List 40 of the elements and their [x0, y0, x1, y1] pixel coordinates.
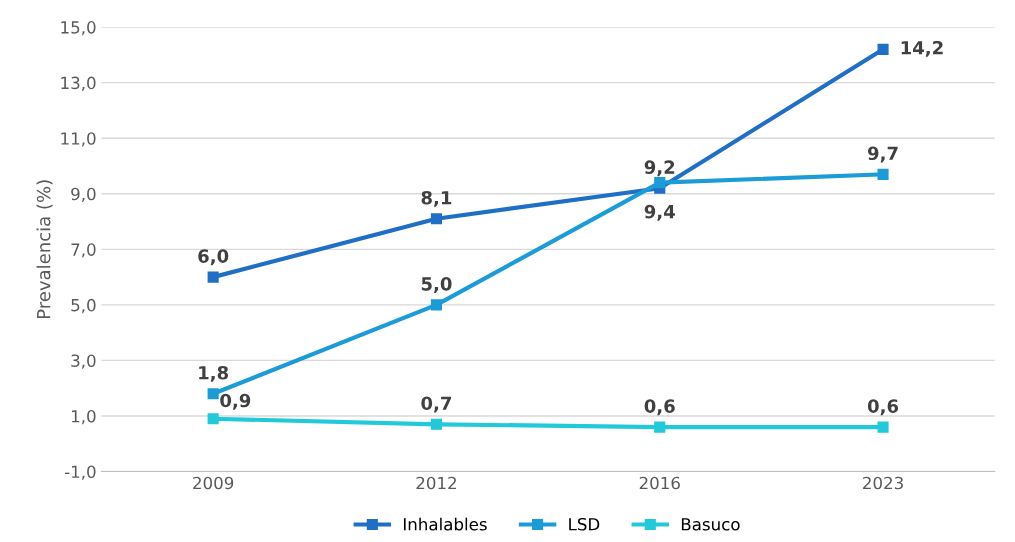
point	[877, 168, 889, 180]
data-label: 9,7	[867, 146, 898, 163]
x-tick-label: 2012	[416, 476, 456, 490]
data-label: 0,7	[421, 396, 452, 413]
data-label: 0,9	[220, 393, 251, 410]
x-tick-label: 2016	[639, 476, 680, 490]
y-tick-label: 15,0	[61, 21, 96, 36]
legend-label: Inhalables	[403, 517, 487, 531]
y-tick-label: 3,0	[71, 354, 96, 369]
point	[654, 177, 666, 189]
point	[877, 43, 889, 55]
x-tick-label: 2023	[863, 476, 903, 490]
point	[207, 413, 219, 425]
point	[430, 213, 443, 225]
data-label: 9,2	[644, 160, 675, 177]
data-label: 0,6	[644, 399, 675, 416]
data-label: 8,1	[421, 190, 452, 207]
y-axis-title: Prevalencia (%)	[36, 180, 53, 319]
y-tick-label: 13,0	[61, 76, 96, 91]
point	[654, 421, 666, 433]
point	[207, 271, 219, 283]
y-tick-label: 9,0	[71, 187, 96, 203]
data-label: 6,0	[198, 249, 229, 266]
point	[877, 421, 889, 433]
legend-label: Basuco	[681, 518, 740, 531]
y-tick-label: 5,0	[71, 298, 96, 314]
point	[430, 418, 443, 430]
y-tick-label: 1,0	[71, 409, 96, 425]
x-tick-label: 2009	[193, 476, 234, 490]
point	[430, 299, 443, 311]
data-label: 9,4	[644, 204, 675, 221]
point	[207, 388, 219, 400]
y-tick-label: -1,0	[64, 465, 96, 480]
data-label: 1,8	[199, 365, 229, 382]
legend-label: LSD	[569, 517, 600, 531]
data-label: 0,6	[867, 399, 899, 416]
data-label: 5,0	[421, 277, 452, 293]
y-tick-label: 7,0	[71, 243, 96, 258]
y-tick-label: 11,0	[61, 132, 96, 147]
data-label: 14,2	[901, 40, 943, 57]
